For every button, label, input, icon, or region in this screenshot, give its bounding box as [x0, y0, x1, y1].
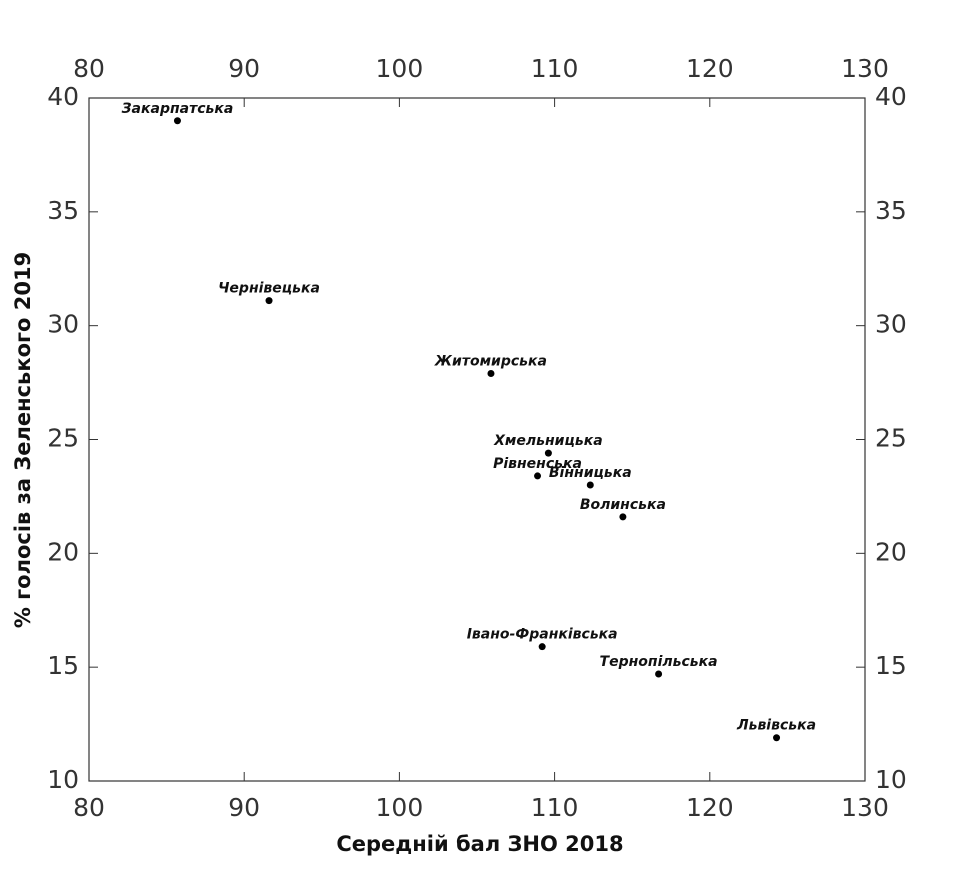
x-tick-label-top: 100 [376, 54, 424, 83]
point [544, 449, 552, 457]
y-tick-label-right: 35 [875, 196, 907, 225]
point-label: Львівська [736, 718, 816, 734]
y-tick-label: 35 [47, 196, 79, 225]
x-tick-label-top: 90 [228, 54, 260, 83]
x-tick-label-top: 130 [841, 54, 889, 83]
point [655, 670, 663, 678]
y-tick-label: 15 [47, 651, 79, 680]
x-tick-label: 100 [376, 793, 424, 822]
point [487, 369, 495, 377]
y-tick-label-right: 40 [875, 82, 907, 111]
y-tick-label-right: 15 [875, 651, 907, 680]
y-tick-label: 10 [47, 765, 79, 794]
x-tick-label-top: 110 [531, 54, 579, 83]
point [773, 734, 781, 742]
x-tick-label-top: 80 [73, 54, 105, 83]
point-label: Рівненська [493, 456, 582, 472]
y-tick-label-right: 25 [875, 424, 907, 453]
y-tick-label-right: 10 [875, 765, 907, 794]
y-tick-label: 40 [47, 82, 79, 111]
point [619, 513, 627, 521]
y-axis-label: % голосів за Зеленського 2019 [11, 252, 35, 628]
x-tick-label: 90 [228, 793, 260, 822]
x-tick-label: 80 [73, 793, 105, 822]
point [265, 297, 273, 305]
point-label: Тернопільська [600, 654, 718, 670]
point [534, 472, 542, 480]
point-label: Хмельницька [493, 433, 603, 449]
point-label: Івано-Франківська [467, 627, 618, 643]
plot-frame [88, 97, 866, 782]
y-tick-label: 20 [47, 537, 79, 566]
point-label: Волинська [580, 497, 666, 513]
x-tick-label-top: 120 [686, 54, 734, 83]
y-tick-label-right: 30 [875, 310, 907, 339]
point [538, 643, 546, 651]
x-tick-label: 110 [531, 793, 579, 822]
x-axis-label: Середній бал ЗНО 2018 [336, 832, 623, 856]
x-tick-label: 130 [841, 793, 889, 822]
point-label: Закарпатська [122, 101, 234, 117]
y-tick-label-right: 20 [875, 537, 907, 566]
point [586, 481, 594, 489]
x-tick-label: 120 [686, 793, 734, 822]
point-label: Чернівецька [218, 281, 320, 297]
point-label: Вінницька [549, 465, 632, 481]
y-tick-label: 25 [47, 424, 79, 453]
y-tick-label: 30 [47, 310, 79, 339]
point [173, 117, 181, 125]
point-label: Житомирська [434, 353, 547, 369]
